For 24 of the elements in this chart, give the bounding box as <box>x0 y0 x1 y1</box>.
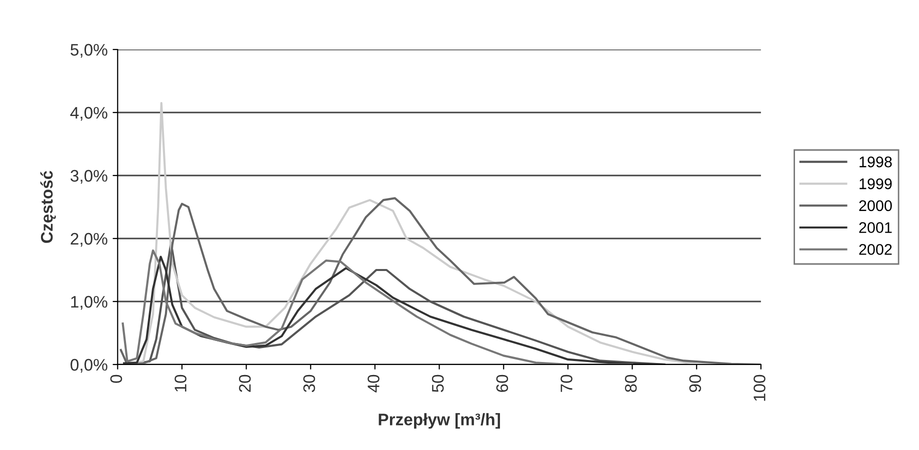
x-tick-label: 0 <box>110 374 122 383</box>
legend-label: 1999 <box>860 178 892 190</box>
x-tick-label: 30 <box>303 374 316 392</box>
legend-label: 1998 <box>860 156 892 168</box>
legend-label: 2000 <box>859 200 892 212</box>
x-tick-label: 40 <box>368 374 380 392</box>
x-tick-label: 80 <box>624 374 637 392</box>
x-tick-label: 90 <box>689 374 702 392</box>
x-tick-label: 60 <box>496 374 508 392</box>
x-axis-title: Przepływ [m³/h] <box>378 413 500 429</box>
x-tick-label: 100 <box>754 374 766 401</box>
y-tick-label: 3,0% <box>70 170 108 184</box>
y-tick-label: 5,0% <box>70 44 108 58</box>
y-tick-label: 0,0% <box>70 358 108 373</box>
y-tick-label: 4,0% <box>70 106 108 121</box>
x-tick-label: 20 <box>238 374 251 392</box>
y-axis-title: Częstość <box>40 170 56 243</box>
y-tick-label: 2,0% <box>70 232 108 247</box>
x-tick-label: 10 <box>174 374 186 392</box>
y-tick-label: 1,0% <box>71 296 108 310</box>
legend-label: 2001 <box>859 222 892 233</box>
x-tick-label: 70 <box>560 374 572 392</box>
x-tick-label: 50 <box>432 374 444 392</box>
legend-label: 2002 <box>859 244 892 255</box>
